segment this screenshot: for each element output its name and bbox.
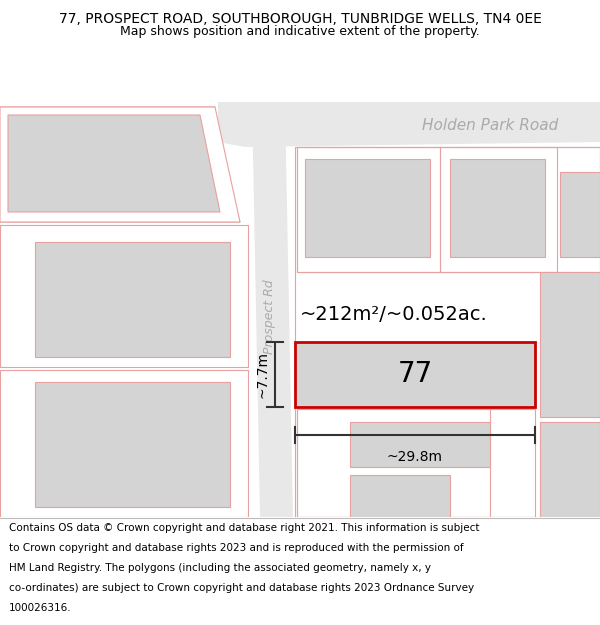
Polygon shape [295,147,600,517]
Polygon shape [350,422,490,467]
Polygon shape [0,225,248,367]
Text: co-ordinates) are subject to Crown copyright and database rights 2023 Ordnance S: co-ordinates) are subject to Crown copyr… [9,583,474,593]
Polygon shape [35,382,230,507]
Polygon shape [8,115,220,212]
Text: Prospect Rd: Prospect Rd [263,280,277,354]
Text: 77, PROSPECT ROAD, SOUTHBOROUGH, TUNBRIDGE WELLS, TN4 0EE: 77, PROSPECT ROAD, SOUTHBOROUGH, TUNBRID… [59,12,541,26]
Text: 77: 77 [397,361,433,389]
Text: HM Land Registry. The polygons (including the associated geometry, namely x, y: HM Land Registry. The polygons (includin… [9,564,431,574]
Polygon shape [218,102,600,147]
Polygon shape [540,422,600,517]
Polygon shape [252,102,293,517]
Polygon shape [305,159,430,257]
Text: Holden Park Road: Holden Park Road [422,118,558,132]
Polygon shape [450,159,545,257]
Polygon shape [560,172,600,257]
Polygon shape [350,475,450,517]
Text: 100026316.: 100026316. [9,603,71,613]
Text: ~7.7m: ~7.7m [255,351,269,398]
Polygon shape [540,272,600,417]
Text: ~29.8m: ~29.8m [387,450,443,464]
Polygon shape [5,112,212,145]
Bar [295,342,535,407]
Text: to Crown copyright and database rights 2023 and is reproduced with the permissio: to Crown copyright and database rights 2… [9,544,464,554]
Polygon shape [35,242,230,357]
Polygon shape [0,370,248,517]
Polygon shape [0,107,240,222]
Text: Map shows position and indicative extent of the property.: Map shows position and indicative extent… [120,24,480,38]
Text: Contains OS data © Crown copyright and database right 2021. This information is : Contains OS data © Crown copyright and d… [9,524,479,534]
Text: ~212m²/~0.052ac.: ~212m²/~0.052ac. [300,305,488,324]
Polygon shape [0,107,240,222]
